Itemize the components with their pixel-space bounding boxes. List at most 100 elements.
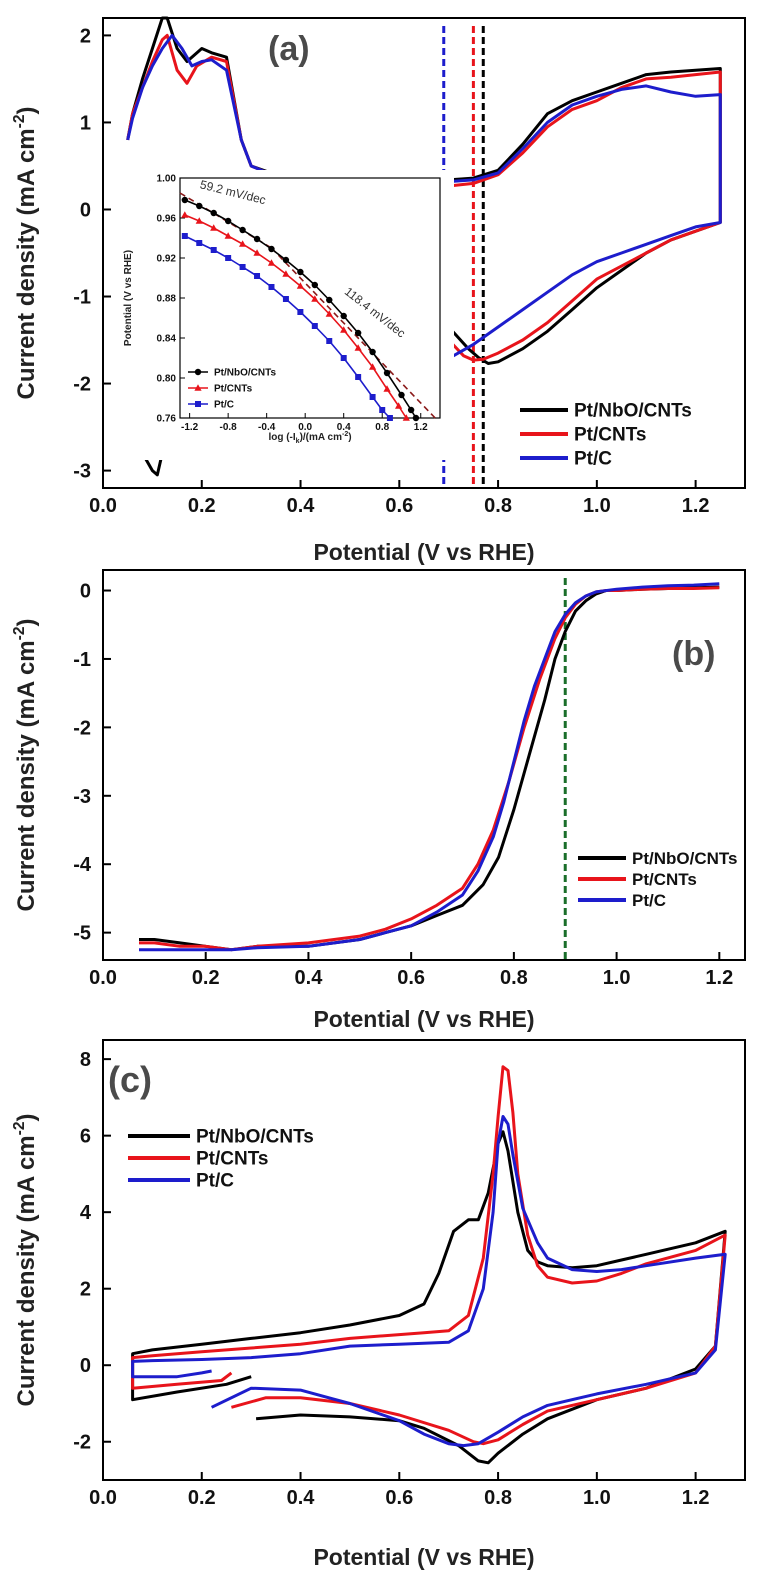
x-tick-label: 1.0 — [603, 967, 631, 989]
series-point — [325, 310, 333, 317]
x-tick-label: 0.0 — [298, 422, 312, 433]
y-tick-label: -1 — [73, 649, 91, 671]
x-axis-title-text: log (-I — [268, 432, 295, 443]
series-point — [210, 224, 218, 231]
x-axis-title: log (-Ik)/(mA cm-2) — [268, 431, 351, 445]
series-point — [369, 394, 376, 400]
x-axis-title: Potential (V vs RHE) — [313, 1544, 534, 1570]
x-tick-label: 1.0 — [583, 495, 611, 517]
y-tick-label: 0 — [80, 199, 91, 221]
series-point — [369, 348, 376, 356]
series-line — [131, 1115, 727, 1448]
y-tick-label: -2 — [73, 717, 91, 739]
series-point — [239, 264, 246, 270]
y-tick-label: 2 — [80, 25, 91, 47]
x-tick-label: 1.2 — [705, 967, 733, 989]
legend-label: Pt/CNTs — [214, 384, 253, 395]
x-tick-label: 1.2 — [414, 422, 428, 433]
series-point — [282, 296, 289, 302]
series-point — [355, 374, 362, 380]
series-point — [394, 402, 403, 409]
x-axis-title-text: Potential (V vs RHE) — [313, 1006, 534, 1032]
x-tick-label: -1.2 — [181, 422, 199, 433]
series-point — [210, 209, 217, 217]
x-tick-label: 0.4 — [287, 495, 316, 517]
x-tick-label: 0.6 — [385, 1487, 413, 1509]
series-point — [268, 284, 275, 290]
y-tick-label: 0.96 — [157, 214, 177, 225]
legend-label: Pt/NbO/CNTs — [574, 401, 692, 422]
y-axis-title-superscript: -2 — [11, 114, 28, 128]
y-axis-title: Current density (mA cm-2) — [11, 1113, 40, 1406]
x-tick-label: 0.4 — [287, 1487, 316, 1509]
series-point — [195, 217, 203, 224]
plot-frame — [102, 1039, 746, 1481]
y-axis-title-superscript: -2 — [11, 1121, 28, 1135]
x-tick-label: 0.8 — [484, 495, 512, 517]
series-point — [311, 323, 318, 329]
series-point — [253, 249, 261, 256]
series-point — [296, 282, 304, 289]
x-tick-label: -0.4 — [258, 422, 276, 433]
series-point — [311, 281, 319, 289]
legend-marker — [195, 401, 201, 407]
series-point — [383, 369, 391, 377]
series-point — [379, 407, 386, 413]
series-point — [340, 355, 347, 361]
y-axis-title-close: ) — [13, 618, 40, 626]
series-point — [210, 247, 217, 253]
y-tick-label: -3 — [73, 461, 91, 483]
panel-label: (b) — [672, 635, 715, 673]
x-tick-label: 0.2 — [188, 495, 216, 517]
x-tick-label: 0.8 — [500, 967, 528, 989]
series-point — [239, 226, 246, 234]
y-axis-title-text: Current density (mA cm — [13, 1135, 40, 1406]
panel-b-inset-chart: -1.2 -0.8 -0.4 0.0 0.4 0.8 1.2 0.76 0.80 0.84 0.88… — [118, 170, 454, 460]
panel-b-chart: 0.0 0.2 0.4 0.6 0.8 1.0 1.2 -5 -4 -3 -2 -1 0 Pt/NbO/C… — [11, 569, 746, 1032]
series-point — [254, 273, 261, 279]
x-tick-label: 0.0 — [89, 495, 117, 517]
y-axis-title: Current density (mA cm-2) — [11, 618, 40, 911]
series-point — [326, 338, 333, 344]
y-axis-title-text: Current density (mA cm — [13, 128, 40, 399]
y-tick-label: 4 — [80, 1202, 92, 1224]
y-tick-label: 0 — [80, 581, 91, 603]
series-point — [340, 326, 348, 333]
y-tick-label: 1.00 — [157, 174, 177, 185]
y-tick-label: -2 — [73, 1432, 91, 1454]
x-axis-title-text: )/(mA cm — [300, 432, 343, 443]
series-point — [402, 414, 410, 421]
x-tick-label: 0.0 — [89, 967, 117, 989]
x-tick-label: 1.2 — [682, 1487, 710, 1509]
series-point — [196, 240, 203, 246]
x-tick-label: 0.2 — [188, 1487, 216, 1509]
y-axis-title: Current density (mA cm-2) — [11, 106, 40, 399]
y-tick-label: 1 — [80, 112, 91, 134]
y-tick-label: 0.84 — [157, 334, 177, 345]
y-tick-label: 6 — [80, 1126, 91, 1148]
series-point — [383, 385, 391, 392]
legend-label: Pt/NbO/CNTs — [196, 1127, 314, 1148]
x-tick-label: 1.2 — [682, 495, 710, 517]
y-axis-title-text: Current density (mA cm — [13, 640, 40, 911]
inset-background — [118, 170, 454, 460]
y-axis-title-close: ) — [13, 1113, 40, 1121]
y-tick-label: -2 — [73, 374, 91, 396]
x-axis-title-text: Potential (V vs RHE) — [313, 539, 534, 565]
x-axis-title-text: ) — [348, 432, 351, 443]
series-point — [386, 415, 393, 421]
series-point — [267, 259, 276, 266]
series-point — [326, 296, 333, 304]
legend-marker — [194, 368, 202, 376]
series-point — [181, 233, 188, 239]
series-point — [282, 270, 290, 277]
y-axis-title-text: Potential (V vs RHE) — [123, 250, 134, 346]
y-axis-title-close: ) — [13, 106, 40, 114]
series-point — [196, 202, 203, 210]
x-axis-title-subscript: k — [296, 438, 300, 445]
y-axis-title-superscript: -2 — [11, 626, 28, 640]
x-axis-title-text: Potential (V vs RHE) — [313, 1544, 534, 1570]
y-axis-title: Potential (V vs RHE) — [123, 250, 134, 346]
plot-frame — [102, 17, 746, 489]
